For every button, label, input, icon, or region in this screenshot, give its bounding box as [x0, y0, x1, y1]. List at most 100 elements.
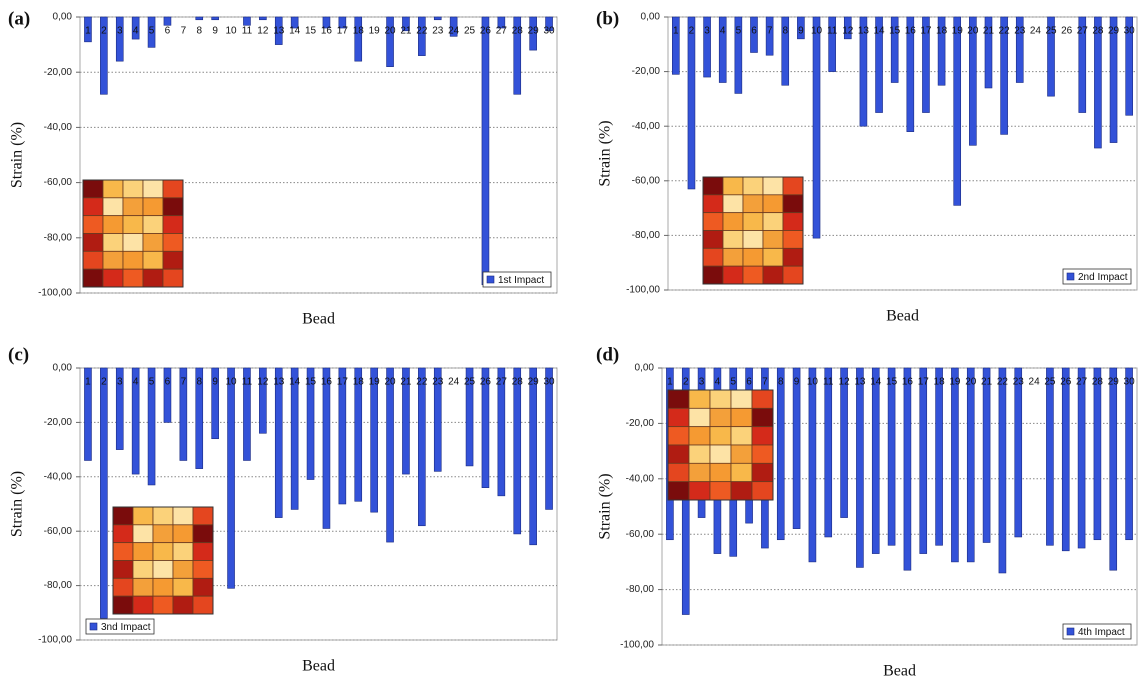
bar: [195, 367, 204, 469]
bar: [781, 16, 790, 86]
inset-cell: [742, 230, 764, 249]
inset-cell: [132, 560, 154, 579]
bar: [433, 367, 442, 472]
inset-cell: [667, 444, 690, 464]
inset-cell: [722, 230, 744, 249]
y-axis-title: Strain (%): [9, 471, 26, 537]
x-tick-label: 21: [983, 26, 995, 37]
legend-box: [1062, 268, 1132, 285]
x-tick-label: 7: [181, 26, 187, 37]
bar: [211, 16, 219, 21]
bar: [386, 367, 394, 543]
bar: [856, 367, 864, 568]
bar: [966, 367, 975, 563]
x-tick-label: 12: [839, 377, 851, 388]
inset-cell: [688, 407, 711, 428]
inset-cell: [762, 230, 784, 249]
inset-cell: [152, 595, 174, 615]
inset-cell: [709, 481, 732, 501]
inset-cell: [142, 215, 164, 234]
inset-cell: [742, 212, 764, 231]
bar: [1000, 16, 1008, 135]
inset-cell: [688, 389, 711, 409]
bar: [195, 16, 204, 21]
inset-cell: [122, 250, 144, 270]
inset-cell: [112, 577, 134, 597]
inset-cell: [192, 560, 214, 579]
inset-cell: [730, 389, 753, 409]
inset-cell: [112, 506, 134, 526]
bar: [1015, 16, 1024, 83]
inset-cell: [688, 444, 711, 464]
x-tick-label: 10: [807, 377, 819, 388]
bar: [131, 367, 140, 475]
x-tick-label: 7: [762, 377, 768, 388]
inset-cell: [172, 542, 194, 561]
inset-image: [667, 389, 774, 501]
x-tick-label: 24: [448, 26, 460, 37]
x-tick-label: 27: [496, 26, 508, 37]
inset-cell: [751, 462, 774, 483]
legend-label: 4th Impact: [1078, 627, 1125, 638]
x-tick-label: 21: [400, 26, 412, 37]
inset-cell: [132, 595, 154, 615]
y-tick-label: 0,00: [53, 363, 73, 374]
bar: [386, 16, 394, 67]
inset-image: [82, 179, 184, 288]
x-tick-label: 21: [400, 377, 412, 388]
inset-cell: [132, 542, 154, 561]
bar: [984, 16, 993, 89]
inset-cell: [722, 212, 744, 231]
inset-cell: [702, 247, 724, 267]
x-tick-label: 19: [949, 377, 961, 388]
inset-cell: [172, 560, 194, 579]
x-tick-label: 10: [225, 26, 237, 37]
panel-label: (b): [596, 8, 619, 29]
bar: [998, 367, 1007, 574]
x-tick-label: 27: [1077, 26, 1089, 37]
bar: [259, 367, 267, 434]
bar: [982, 367, 991, 543]
inset-cell: [162, 215, 184, 234]
x-tick-label: 2: [101, 377, 107, 388]
inset-cell: [722, 247, 744, 267]
bar: [481, 16, 490, 286]
x-tick-label: 23: [432, 26, 444, 37]
x-tick-label: 20: [384, 26, 396, 37]
x-tick-label: 1: [673, 26, 679, 37]
inset-cell: [730, 444, 753, 464]
x-tick-label: 3: [704, 26, 710, 37]
x-tick-label: 19: [369, 377, 381, 388]
x-tick-label: 17: [918, 377, 930, 388]
x-tick-label: 6: [165, 377, 171, 388]
x-axis-title: Bead: [302, 311, 335, 328]
inset-cell: [702, 265, 724, 285]
x-tick-label: 24: [448, 377, 460, 388]
inset-cell: [162, 179, 184, 199]
x-tick-label: 12: [842, 26, 854, 37]
x-tick-label: 16: [902, 377, 914, 388]
bar: [765, 16, 774, 56]
bar: [1014, 367, 1023, 538]
x-tick-label: 18: [353, 26, 365, 37]
inset-cell: [142, 250, 164, 270]
x-tick-label: 2: [689, 26, 695, 37]
x-tick-label: 4: [720, 26, 726, 37]
x-tick-label: 19: [369, 26, 381, 37]
x-tick-label: 24: [1030, 26, 1042, 37]
bar: [115, 367, 124, 450]
bar: [1077, 367, 1086, 549]
y-tick-label: -40,00: [626, 473, 655, 484]
inset-cell: [102, 197, 124, 217]
bar: [903, 367, 912, 571]
bar: [163, 16, 172, 26]
inset-cell: [142, 179, 164, 199]
inset-cell: [112, 524, 134, 544]
inset-cell: [730, 481, 753, 501]
inset-cell: [762, 194, 784, 214]
inset-cell: [742, 247, 764, 267]
inset-cell: [762, 265, 784, 285]
x-tick-label: 22: [416, 26, 428, 37]
x-tick-label: 12: [257, 377, 269, 388]
y-tick-label: -20,00: [44, 417, 73, 428]
